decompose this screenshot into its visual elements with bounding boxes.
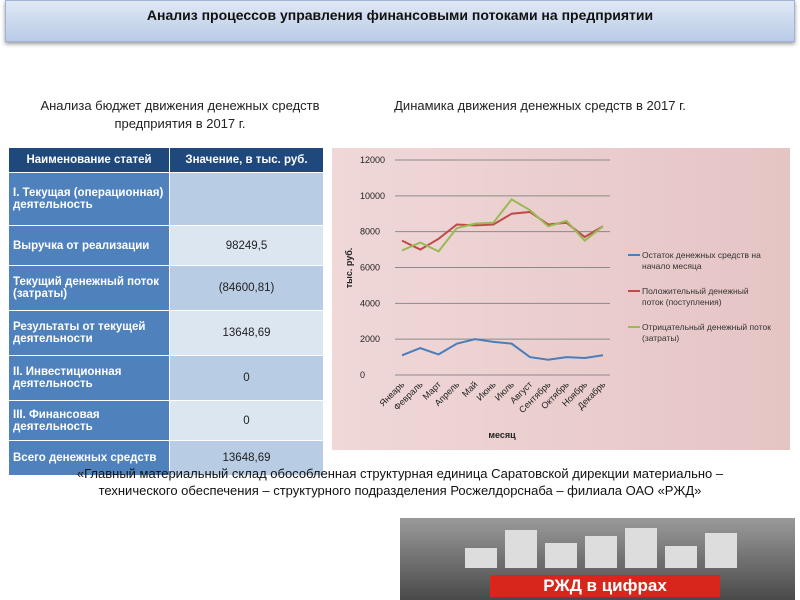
y-tick-label: 4000 [360,298,380,308]
table-cell: Всего денежных средств [8,440,170,476]
chart: 020004000600080001000012000ЯнварьФевраль… [332,148,790,450]
legend-swatch [628,290,640,292]
chart-title: Динамика движения денежных средств в 201… [394,98,686,113]
table-cell [169,172,324,226]
banner-text: РЖД в цифрах [490,575,720,597]
x-axis-label: месяц [488,430,516,440]
table-cell: 0 [169,400,324,441]
table-cell: II. Инвестиционная деятельность [8,355,170,401]
legend-swatch [628,254,640,256]
y-axis-label: тыс. руб. [344,248,354,289]
y-tick-label: 0 [360,370,365,380]
y-tick-label: 6000 [360,263,380,273]
table-cell: 13648,69 [169,310,324,356]
decor [705,533,737,568]
decor [465,548,497,568]
legend-entry: Остаток денежных средств на начало месяц… [642,250,761,271]
table-cell: Текущий денежный поток (затраты) [8,265,170,311]
decor [545,543,577,568]
x-tick-label: Июнь [475,379,498,402]
line-series [401,210,604,251]
table-cell: (84600,81) [169,265,324,311]
line-series [401,338,604,361]
y-tick-label: 2000 [360,334,380,344]
table-cell: III. Финансовая деятельность [8,400,170,441]
footer-text: «Главный материальный склад обособленная… [76,466,724,498]
table-cell: 98249,5 [169,225,324,266]
header: Анализ процессов управления финансовыми … [5,0,795,42]
column-header: Значение, в тыс. руб. [169,147,324,173]
banner-image: РЖД в цифрах [400,518,795,600]
decor [665,546,697,568]
table-cell: 13648,69 [169,440,324,476]
column-header: Наименование статей [8,147,170,173]
y-tick-label: 12000 [360,155,385,165]
table-cell: I. Текущая (операционная) деятельность [8,172,170,226]
table: Наименование статей Значение, в тыс. руб.… [8,147,324,476]
y-tick-label: 8000 [360,227,380,237]
decor [505,530,537,568]
legend-entry: Положительный денежный поток (поступлени… [642,286,749,307]
decor [585,536,617,568]
table-cell: 0 [169,355,324,401]
y-tick-label: 10000 [360,191,385,201]
decor [625,528,657,568]
left-caption: Анализа бюджет движения денежных средств… [40,98,320,131]
header-title: Анализ процессов управления финансовыми … [146,7,654,23]
legend-swatch [628,326,640,328]
line-series [401,198,604,253]
legend-entry: Отрицательный денежный поток (затраты) [642,322,771,343]
table-cell: Выручка от реализации [8,225,170,266]
table-cell: Результаты от текущей деятельности [8,310,170,356]
